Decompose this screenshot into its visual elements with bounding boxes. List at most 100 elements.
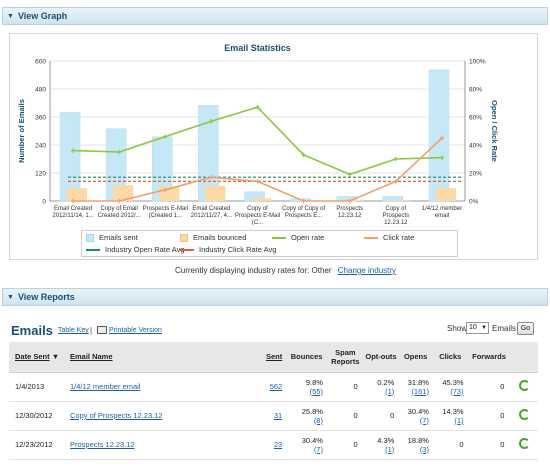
optouts-cell[interactable]: 0.2% (1) [363, 372, 399, 402]
spam-cell: 0 [326, 372, 364, 402]
view-graph-header[interactable]: ▼ View Graph [2, 7, 548, 25]
y2-tick-label: 40% [469, 143, 482, 150]
legend-label-bounced: Emails bounced [193, 233, 247, 242]
bar-emails-bounced [67, 188, 88, 201]
click-rate-point [70, 198, 76, 204]
forwards-cell: 0 [467, 372, 511, 402]
col-email-name[interactable]: Email Name [62, 342, 248, 373]
legend-swatch-bounced [180, 233, 188, 242]
actions-cell[interactable] [510, 372, 538, 402]
legend-label-sent: Emails sent [99, 233, 138, 242]
y2-tick-label: 80% [469, 87, 482, 94]
chart-legend: Emails sent Emails bounced Open rate Cli… [81, 230, 458, 257]
view-reports-header[interactable]: ▼ View Reports [2, 288, 548, 306]
collapse-triangle-icon: ▼ [7, 12, 14, 20]
refresh-icon[interactable] [518, 380, 530, 391]
date-cell: 1/4/2013 [9, 372, 62, 402]
emails-per-page-label: Emails [492, 324, 517, 333]
bar-emails-bounced [343, 199, 364, 201]
email-name-link[interactable]: Copy of Prospects 12.23.12 [62, 401, 248, 431]
col-date-label: Date Sent [15, 352, 50, 362]
bounces-cell[interactable]: 9.8% (55) [286, 372, 327, 402]
open-rate-point [209, 119, 214, 124]
actions-cell[interactable] [510, 401, 538, 431]
click-rate-point [209, 175, 214, 180]
legend-line-industry-click [180, 248, 194, 251]
bar-emails-bounced [205, 185, 226, 201]
bounces-cell[interactable]: 30.4% (7) [286, 430, 327, 460]
click-rate-point [301, 198, 306, 204]
separator: | [90, 326, 93, 335]
y2-tick-label: 0% [469, 199, 479, 206]
legend-line-open [272, 236, 286, 239]
view-reports-title: View Reports [17, 292, 75, 302]
actions-cell[interactable] [510, 430, 538, 460]
y2-tick-label: 60% [469, 115, 482, 122]
open-rate-point [255, 105, 260, 110]
table-header-row: Date Sent ▼ Email Name Sent Bounces Spam… [9, 342, 538, 373]
col-sent[interactable]: Sent [247, 342, 287, 373]
col-date-sent[interactable]: Date Sent ▼ [9, 342, 62, 373]
clicks-cell[interactable]: 14.3% (1) [432, 401, 468, 431]
x-tick-label: Copy of Copy of Prospects E... [282, 206, 325, 219]
collapse-triangle-icon: ▼ [7, 293, 14, 301]
industry-note: Currently displaying industry rates for:… [175, 266, 396, 275]
email-name-link[interactable]: Prospects 12.23.12 [62, 430, 248, 460]
optouts-cell[interactable]: 4.3% (1) [363, 430, 399, 460]
opens-cell[interactable]: 18.8% (3) [398, 430, 433, 460]
bar-emails-sent [59, 112, 81, 202]
open-rate-point [116, 149, 122, 155]
col-opens: Opens [398, 342, 433, 373]
spam-cell: 0 [326, 430, 364, 460]
opens-cell[interactable]: 31.8% (161) [398, 372, 433, 402]
legend-line-industry-open [86, 248, 100, 251]
refresh-icon[interactable] [518, 409, 530, 420]
optouts-cell[interactable]: 0 [363, 401, 399, 431]
table-row: 1/4/2013 1/4/12 member email 562 9.8% (55) 0 0… [9, 372, 538, 402]
view-graph-title: View Graph [17, 11, 68, 21]
open-rate-point [163, 134, 168, 139]
date-cell: 12/30/2012 [9, 401, 62, 431]
open-rate-point [393, 156, 399, 162]
bounces-cell[interactable]: 25.8% (8) [286, 401, 327, 431]
clicks-cell[interactable]: 0 [432, 430, 468, 460]
page-size-select[interactable]: 10 ▼ [466, 322, 489, 334]
col-clicks: Clicks [432, 342, 468, 373]
col-sent-label: Sent [265, 352, 283, 362]
click-rate-point [439, 135, 445, 141]
table-key-link[interactable]: Table Key [58, 327, 89, 334]
sent-link[interactable]: 31 [247, 401, 287, 431]
change-industry-link[interactable]: Change industry [337, 266, 397, 275]
col-bounces: Bounces [286, 342, 327, 373]
opens-cell[interactable]: 30.4% (7) [398, 401, 433, 431]
legend-label-open: Open rate [291, 233, 325, 242]
go-button[interactable]: Go [517, 322, 534, 335]
forwards-cell: 0 [467, 401, 511, 431]
bar-emails-bounced [113, 185, 134, 201]
y-axis-label: Number of Emails [17, 99, 26, 163]
open-rate-point [301, 152, 306, 157]
legend-click-rate: Click rate [364, 233, 414, 242]
clicks-cell[interactable]: 45.3% (73) [432, 372, 468, 402]
legend-emails-sent: Emails sent [86, 233, 138, 242]
sent-link[interactable]: 23 [247, 430, 287, 460]
refresh-icon[interactable] [518, 438, 530, 449]
table-row: 12/30/2012 Copy of Prospects 12.23.12 31 25… [9, 401, 538, 431]
x-tick-label: 1/4/12 member email [422, 206, 462, 219]
y-tick-label: 120 [35, 171, 46, 178]
emails-table: Date Sent ▼ Email Name Sent Bounces Spam… [9, 342, 538, 460]
industry-note-text: Currently displaying industry rates for: [175, 266, 310, 275]
email-name-link[interactable]: 1/4/12 member email [62, 372, 248, 402]
y-tick-label: 240 [35, 143, 46, 150]
printer-icon[interactable] [97, 326, 107, 334]
y-tick-label: 480 [35, 87, 46, 94]
y2-tick-label: 100% [469, 59, 486, 66]
printable-version-link[interactable]: Printable Version [109, 327, 162, 334]
col-name-label: Email Name [70, 352, 113, 362]
legend-industry-open: Industry Open Rate Avg [86, 245, 185, 254]
sent-link[interactable]: 562 [247, 372, 287, 402]
col-forwards: Forwards [467, 342, 511, 373]
click-rate-point [347, 198, 352, 204]
col-optouts: Opt-outs [363, 342, 399, 373]
legend-swatch-sent [86, 233, 94, 242]
